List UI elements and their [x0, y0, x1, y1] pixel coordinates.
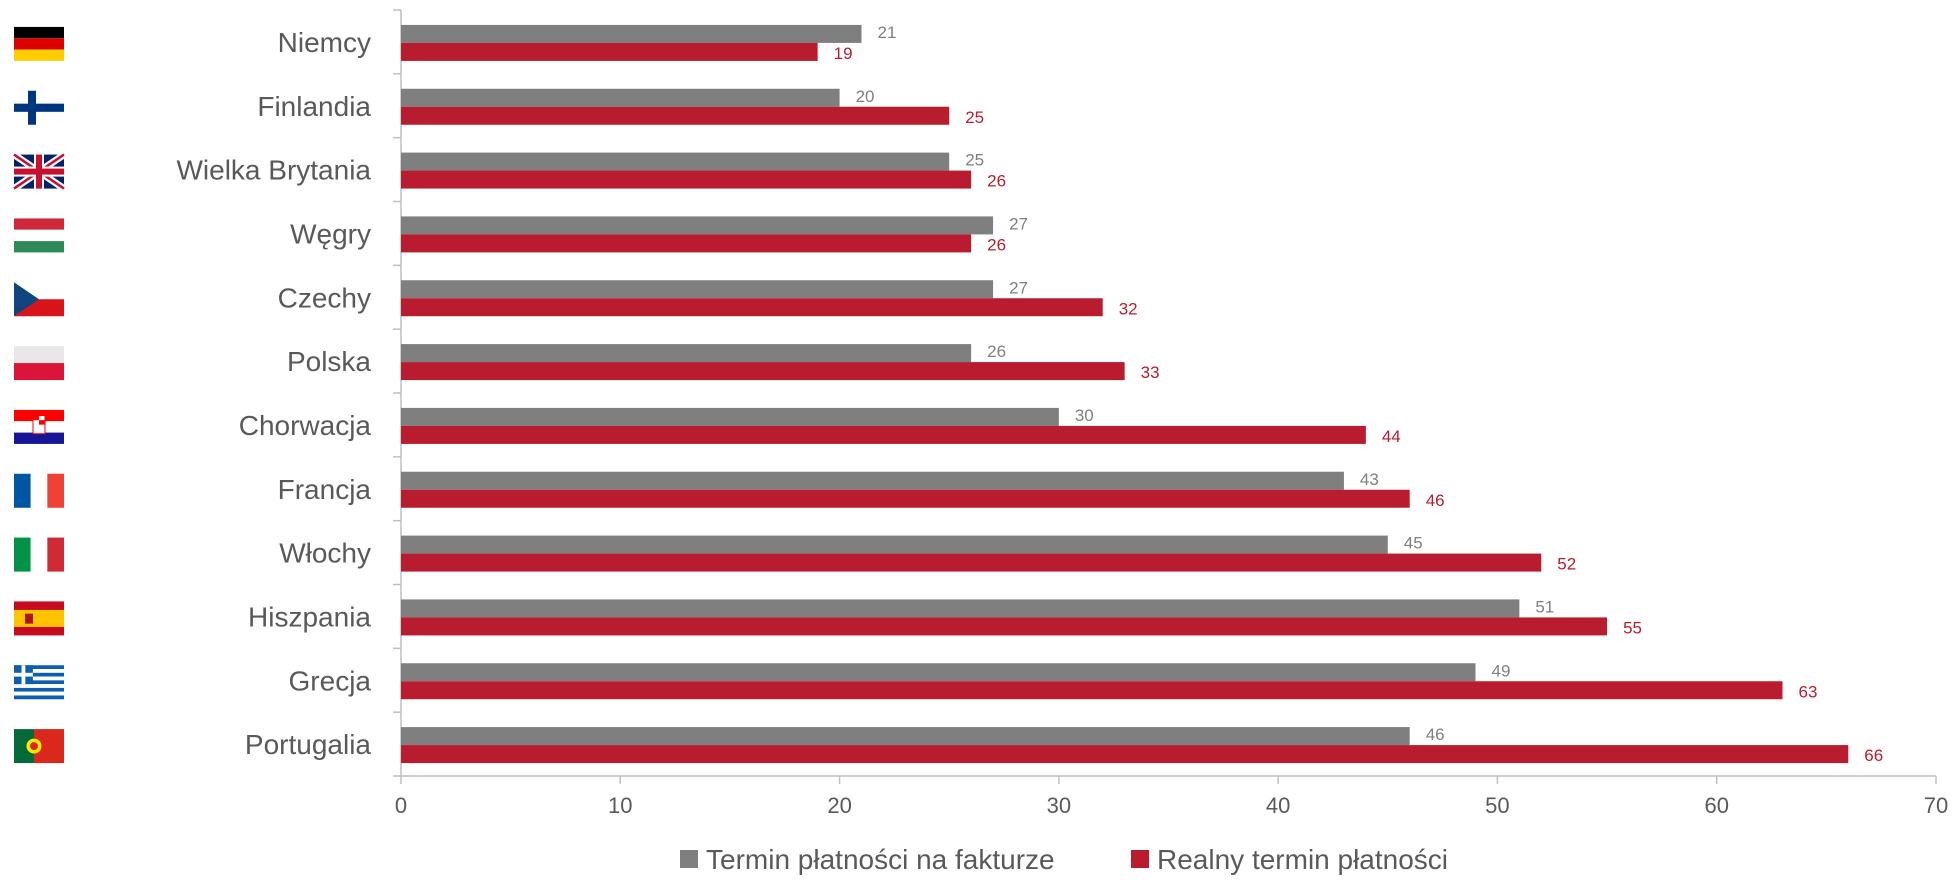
data-label-invoice-term: 27 [1009, 214, 1028, 233]
bar-real-term [401, 234, 972, 253]
data-label-invoice-term: 49 [1492, 661, 1511, 680]
greece-flag [14, 665, 64, 700]
bar-real-term [401, 298, 1103, 317]
bar-real-term [401, 42, 818, 61]
bar-real-term [401, 362, 1125, 381]
category-label: Portugalia [245, 729, 372, 760]
x-tick-label: 50 [1485, 793, 1509, 818]
data-label-real-term: 52 [1557, 555, 1576, 574]
data-label-invoice-term: 21 [878, 23, 897, 42]
data-label-invoice-term: 27 [1009, 278, 1028, 297]
hungary-flag [14, 218, 64, 253]
germany-flag [14, 26, 64, 61]
category-label: Włochy [279, 538, 371, 569]
data-label-invoice-term: 20 [856, 87, 875, 106]
croatia-flag [14, 409, 64, 444]
data-label-invoice-term: 45 [1404, 534, 1423, 553]
legend-label-invoice-term: Termin płatności na fakturze [706, 844, 1055, 875]
data-label-invoice-term: 43 [1360, 470, 1379, 489]
finland-flag [14, 90, 64, 125]
spain-flag [14, 601, 64, 636]
bar-invoice-term [401, 727, 1410, 746]
bar-invoice-term [401, 471, 1344, 490]
x-tick-label: 40 [1266, 793, 1290, 818]
data-label-real-term: 26 [987, 235, 1006, 254]
data-label-real-term: 66 [1864, 746, 1883, 765]
bar-invoice-term [401, 88, 840, 107]
data-label-real-term: 55 [1623, 618, 1642, 637]
data-label-invoice-term: 46 [1426, 725, 1445, 744]
category-label: Polska [287, 346, 371, 377]
category-label: Francja [278, 474, 372, 505]
data-label-real-term: 25 [965, 108, 984, 127]
data-label-invoice-term: 30 [1075, 406, 1094, 425]
legend-swatch-real-term [1131, 850, 1149, 868]
data-label-real-term: 26 [987, 172, 1006, 191]
bar-real-term [401, 425, 1366, 444]
bar-invoice-term [401, 24, 862, 43]
legend-label-real-term: Realny termin płatności [1157, 844, 1448, 875]
category-label: Wielka Brytania [176, 155, 371, 186]
france-flag [14, 473, 64, 508]
x-tick-label: 0 [395, 793, 407, 818]
bar-real-term [401, 745, 1849, 764]
category-label: Finlandia [257, 91, 371, 122]
poland-flag [14, 346, 64, 381]
x-tick-label: 60 [1704, 793, 1728, 818]
bar-real-term [401, 553, 1542, 572]
data-label-real-term: 19 [834, 44, 853, 63]
data-label-real-term: 46 [1426, 491, 1445, 510]
bar-invoice-term [401, 535, 1388, 554]
data-label-invoice-term: 26 [987, 342, 1006, 361]
bar-invoice-term [401, 599, 1520, 618]
category-label: Chorwacja [239, 410, 372, 441]
x-tick-label: 70 [1924, 793, 1948, 818]
data-label-real-term: 63 [1799, 682, 1818, 701]
data-label-invoice-term: 51 [1535, 597, 1554, 616]
bar-real-term [401, 170, 972, 189]
bar-invoice-term [401, 344, 972, 363]
category-label: Hiszpania [248, 601, 371, 632]
bar-invoice-term [401, 663, 1476, 682]
bar-invoice-term [401, 152, 950, 171]
data-label-real-term: 44 [1382, 427, 1401, 446]
x-tick-label: 10 [608, 793, 632, 818]
bar-real-term [401, 617, 1608, 636]
bar-invoice-term [401, 407, 1059, 426]
category-label: Niemcy [278, 27, 371, 58]
bar-real-term [401, 489, 1410, 508]
category-label: Węgry [290, 218, 371, 249]
italy-flag [14, 537, 64, 572]
bar-real-term [401, 106, 950, 125]
x-tick-label: 20 [827, 793, 851, 818]
data-label-real-term: 32 [1119, 299, 1138, 318]
uk-flag [12, 151, 66, 192]
bar-invoice-term [401, 280, 994, 299]
legend-swatch-invoice-term [680, 850, 698, 868]
data-label-invoice-term: 25 [965, 151, 984, 170]
czech-flag [14, 282, 64, 317]
x-tick-label: 30 [1047, 793, 1071, 818]
category-label: Czechy [278, 282, 371, 313]
category-label: Grecja [289, 665, 372, 696]
bar-real-term [401, 681, 1783, 700]
portugal-flag [14, 729, 64, 764]
data-label-real-term: 33 [1141, 363, 1160, 382]
bar-invoice-term [401, 216, 994, 235]
